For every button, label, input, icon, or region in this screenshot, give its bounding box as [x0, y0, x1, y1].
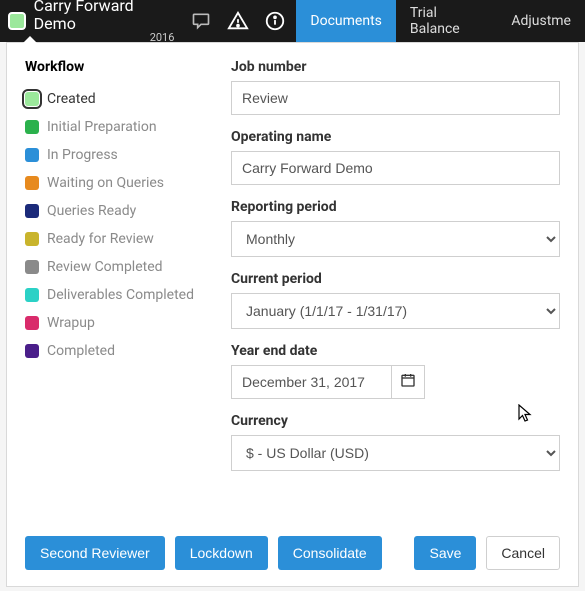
workflow-item[interactable]: Initial Preparation [25, 113, 195, 141]
label-year-end: Year end date [231, 343, 560, 359]
field-year-end: Year end date [231, 343, 560, 399]
workflow-column: Workflow Created Initial Preparation In Pr… [25, 59, 195, 522]
workflow-swatch [25, 288, 39, 302]
field-operating-name: Operating name [231, 129, 560, 185]
workflow-heading: Workflow [25, 59, 195, 75]
workflow-swatch [25, 344, 39, 358]
field-current-period: Current period January (1/1/17 - 1/31/17… [231, 271, 560, 329]
workflow-swatch [25, 204, 39, 218]
select-current-period[interactable]: January (1/1/17 - 1/31/17) [231, 293, 560, 329]
warning-icon[interactable] [226, 10, 250, 32]
workflow-item-label: In Progress [47, 147, 118, 163]
top-icons [190, 10, 286, 32]
field-currency: Currency $ - US Dollar (USD) [231, 413, 560, 471]
workflow-item[interactable]: Created [25, 85, 195, 113]
workflow-item-label: Ready for Review [47, 231, 154, 247]
title-block: Carry Forward Demo 2016 [34, 0, 177, 45]
page-title: Carry Forward Demo [34, 0, 177, 33]
workflow-swatch [25, 316, 39, 330]
form-column: Job number Operating name Reporting peri… [231, 59, 560, 522]
field-reporting-period: Reporting period Monthly [231, 199, 560, 257]
workflow-item[interactable]: Waiting on Queries [25, 169, 195, 197]
cancel-button[interactable]: Cancel [486, 536, 560, 570]
workflow-item[interactable]: Completed [25, 337, 195, 365]
label-reporting-period: Reporting period [231, 199, 560, 215]
workflow-swatch [25, 260, 39, 274]
comment-icon[interactable] [190, 11, 212, 31]
workflow-item-label: Review Completed [47, 259, 163, 275]
workflow-item-label: Waiting on Queries [47, 175, 164, 191]
label-currency: Currency [231, 413, 560, 429]
save-button[interactable]: Save [414, 536, 476, 570]
label-job-number: Job number [231, 59, 560, 75]
footer: Second Reviewer Lockdown Consolidate Sav… [25, 522, 560, 570]
calendar-icon [400, 372, 416, 392]
input-job-number[interactable] [231, 81, 560, 115]
workflow-item-label: Initial Preparation [47, 119, 157, 135]
workflow-swatch [25, 120, 39, 134]
tab-adjustments[interactable]: Adjustme [497, 0, 585, 42]
select-currency[interactable]: $ - US Dollar (USD) [231, 435, 560, 471]
tab-documents[interactable]: Documents [296, 0, 395, 42]
workflow-item-label: Deliverables Completed [47, 287, 194, 303]
tab-trial-balance[interactable]: Trial Balance [396, 0, 497, 42]
label-current-period: Current period [231, 271, 560, 287]
settings-panel: Workflow Created Initial Preparation In Pr… [6, 42, 579, 587]
second-reviewer-button[interactable]: Second Reviewer [25, 536, 165, 570]
workflow-swatch [25, 232, 39, 246]
workflow-item[interactable]: Queries Ready [25, 197, 195, 225]
workflow-item[interactable]: Deliverables Completed [25, 281, 195, 309]
lockdown-button[interactable]: Lockdown [175, 536, 268, 570]
workflow-item[interactable]: Wrapup [25, 309, 195, 337]
date-row [231, 365, 560, 399]
workflow-item[interactable]: Ready for Review [25, 225, 195, 253]
topbar: Carry Forward Demo 2016 Documents Trial … [0, 0, 585, 42]
status-chip[interactable] [8, 12, 26, 30]
workflow-item[interactable]: In Progress [25, 141, 195, 169]
label-operating-name: Operating name [231, 129, 560, 145]
workflow-swatch [25, 92, 39, 106]
panel-caret [23, 36, 37, 43]
workflow-item-label: Queries Ready [47, 203, 136, 219]
select-reporting-period[interactable]: Monthly [231, 221, 560, 257]
input-operating-name[interactable] [231, 151, 560, 185]
field-job-number: Job number [231, 59, 560, 115]
panel-body: Workflow Created Initial Preparation In Pr… [25, 59, 560, 522]
info-icon[interactable] [264, 10, 286, 32]
tabs: Documents Trial Balance Adjustme [296, 0, 585, 42]
input-year-end[interactable] [231, 365, 391, 399]
workflow-list: Created Initial Preparation In Progress Wai… [25, 85, 195, 365]
workflow-item-label: Wrapup [47, 315, 95, 331]
workflow-item[interactable]: Review Completed [25, 253, 195, 281]
workflow-item-label: Created [47, 91, 96, 107]
workflow-item-label: Completed [47, 343, 115, 359]
workflow-swatch [25, 148, 39, 162]
calendar-button[interactable] [391, 365, 425, 399]
workflow-swatch [25, 176, 39, 190]
consolidate-button[interactable]: Consolidate [278, 536, 382, 570]
